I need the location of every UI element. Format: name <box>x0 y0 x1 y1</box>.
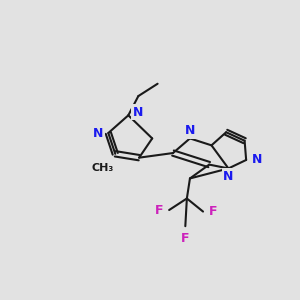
Text: F: F <box>154 203 163 217</box>
Text: N: N <box>133 106 143 119</box>
Text: N: N <box>223 169 234 183</box>
Text: N: N <box>252 154 263 166</box>
Text: CH₃: CH₃ <box>92 164 114 173</box>
Text: N: N <box>185 124 195 137</box>
Text: N: N <box>93 127 104 140</box>
Text: F: F <box>181 232 190 245</box>
Text: F: F <box>209 205 218 218</box>
